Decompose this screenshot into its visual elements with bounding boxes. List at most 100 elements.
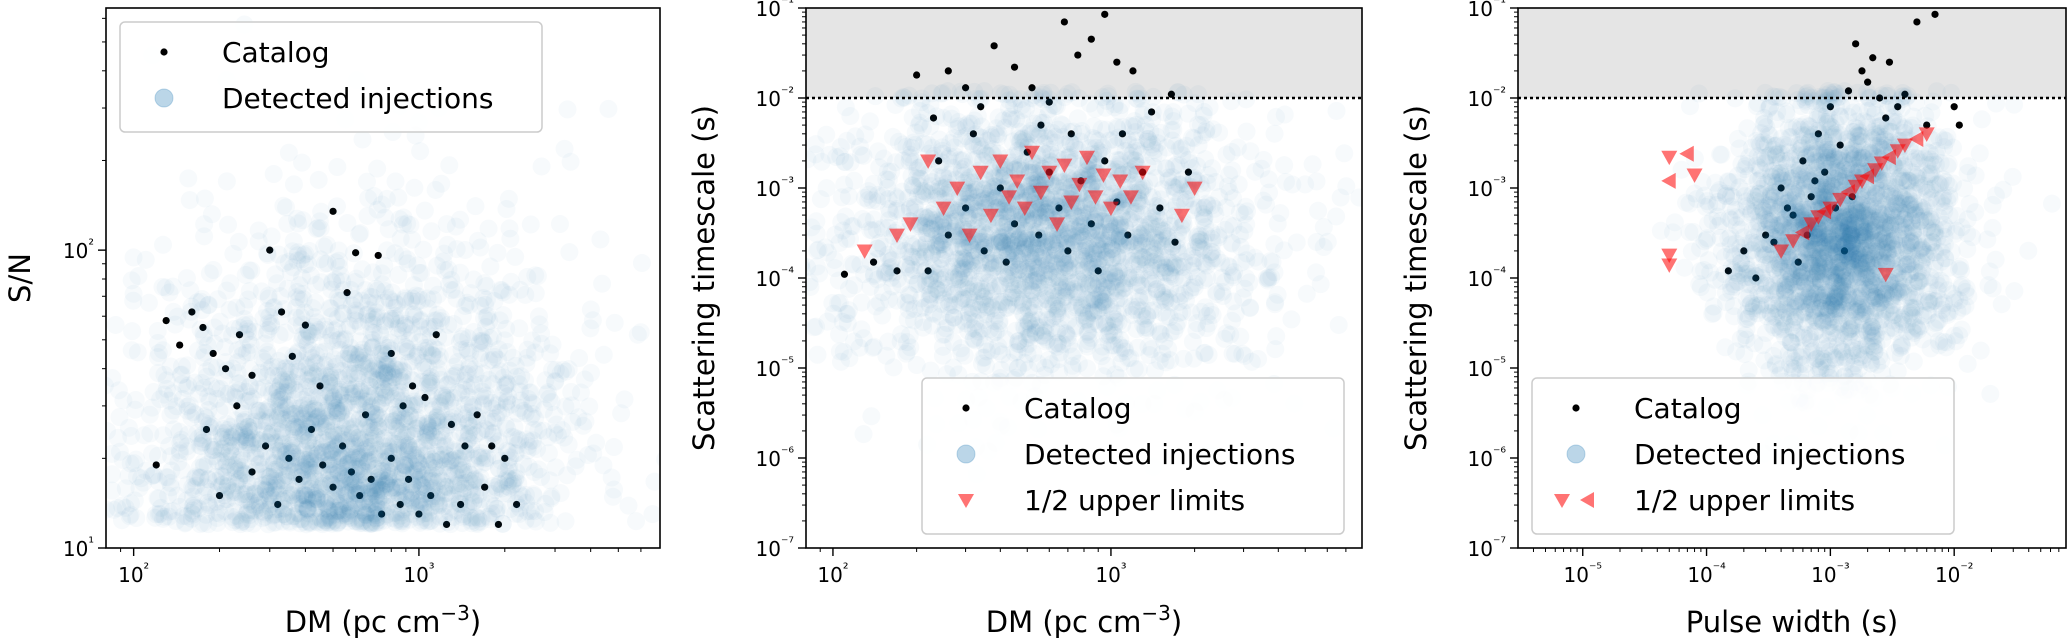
injection-point bbox=[295, 477, 313, 495]
injection-point bbox=[84, 407, 102, 425]
catalog-point bbox=[1167, 90, 1176, 98]
injection-point bbox=[1309, 202, 1327, 220]
injection-point bbox=[399, 412, 417, 430]
catalog-point bbox=[202, 425, 211, 434]
injection-point bbox=[564, 413, 582, 431]
catalog-point bbox=[1074, 51, 1082, 59]
injection-point bbox=[268, 274, 286, 292]
catalog-point bbox=[501, 454, 509, 462]
catalog-point bbox=[387, 454, 395, 462]
injection-point bbox=[494, 515, 512, 533]
injection-point bbox=[786, 237, 804, 255]
injection-point bbox=[162, 462, 180, 480]
injection-point bbox=[492, 403, 510, 421]
injection-point bbox=[424, 401, 442, 419]
injection-point bbox=[285, 405, 303, 423]
injection-point bbox=[722, 270, 740, 288]
injection-point bbox=[227, 299, 245, 317]
injection-point bbox=[165, 303, 183, 321]
injection-point bbox=[627, 512, 645, 530]
injection-point bbox=[582, 301, 600, 319]
injection-point bbox=[267, 460, 285, 478]
catalog-point bbox=[929, 114, 938, 122]
injection-point bbox=[88, 280, 106, 298]
injection-point bbox=[198, 368, 216, 386]
injection-point bbox=[357, 402, 375, 420]
injection-point bbox=[593, 275, 611, 293]
injection-point bbox=[354, 130, 372, 148]
injection-point bbox=[541, 514, 559, 532]
injection-point bbox=[411, 142, 429, 160]
catalog-point bbox=[343, 289, 351, 297]
injection-point bbox=[922, 362, 940, 380]
injection-point bbox=[137, 462, 155, 480]
injection-point bbox=[427, 181, 445, 199]
injection-point bbox=[420, 338, 438, 356]
injection-point bbox=[403, 290, 421, 308]
injection-point bbox=[84, 404, 102, 422]
injection-point bbox=[258, 403, 276, 421]
injection-point bbox=[518, 268, 536, 286]
injection-point bbox=[372, 487, 390, 505]
injection-point bbox=[472, 327, 490, 345]
catalog-point bbox=[367, 475, 375, 483]
catalog-point bbox=[404, 475, 413, 483]
injection-point bbox=[733, 204, 751, 222]
injection-point bbox=[0, 350, 5, 368]
injection-point bbox=[497, 320, 515, 338]
injection-point bbox=[162, 478, 180, 496]
injection-point bbox=[254, 309, 272, 327]
injection-point bbox=[841, 107, 859, 125]
injection-point bbox=[1195, 103, 1213, 121]
injection-point bbox=[111, 443, 129, 461]
x-axis-label-close: ) bbox=[470, 605, 481, 639]
injection-point bbox=[581, 319, 599, 337]
injection-point bbox=[501, 219, 519, 237]
catalog-point bbox=[266, 246, 274, 254]
injection-point bbox=[605, 438, 623, 456]
injection-point bbox=[150, 505, 168, 523]
catalog-point bbox=[329, 207, 337, 215]
legend-box bbox=[119, 21, 543, 133]
injection-point bbox=[358, 306, 376, 324]
y-tick-label-exp: ¹ bbox=[88, 535, 94, 551]
injection-point bbox=[480, 220, 498, 238]
injection-point bbox=[208, 390, 226, 408]
injection-point bbox=[329, 464, 347, 482]
injection-point bbox=[241, 492, 259, 510]
injection-point bbox=[894, 136, 912, 154]
injection-point bbox=[558, 100, 576, 118]
injection-point bbox=[217, 415, 235, 433]
catalog-point bbox=[473, 411, 481, 419]
catalog-point bbox=[961, 204, 970, 212]
injection-point bbox=[285, 175, 303, 193]
injection-point bbox=[275, 434, 293, 452]
injection-point bbox=[551, 215, 569, 233]
injection-point bbox=[1282, 310, 1300, 328]
injection-point bbox=[309, 362, 327, 380]
injection-point bbox=[170, 423, 188, 441]
injection-point bbox=[194, 348, 212, 366]
injection-point bbox=[422, 222, 440, 240]
catalog-point bbox=[338, 442, 347, 450]
injection-point bbox=[221, 274, 239, 292]
catalog-point bbox=[1101, 157, 1109, 165]
injection-point bbox=[150, 344, 168, 362]
injection-point bbox=[200, 417, 218, 435]
injection-point bbox=[861, 112, 879, 130]
injection-point bbox=[98, 422, 116, 440]
injection-point bbox=[670, 462, 688, 480]
injection-point bbox=[761, 246, 779, 264]
catalog-point bbox=[442, 520, 451, 529]
injection-point bbox=[123, 341, 141, 359]
injection-point bbox=[383, 509, 401, 527]
injection-point bbox=[328, 197, 346, 215]
injection-point bbox=[472, 387, 490, 405]
injection-point bbox=[288, 283, 306, 301]
injection-point bbox=[283, 242, 301, 260]
catalog-point bbox=[1087, 220, 1095, 228]
injection-point bbox=[83, 488, 101, 506]
catalog-point bbox=[461, 442, 469, 450]
y-tick-label-base: 10 bbox=[63, 537, 88, 561]
injection-point bbox=[131, 479, 149, 497]
